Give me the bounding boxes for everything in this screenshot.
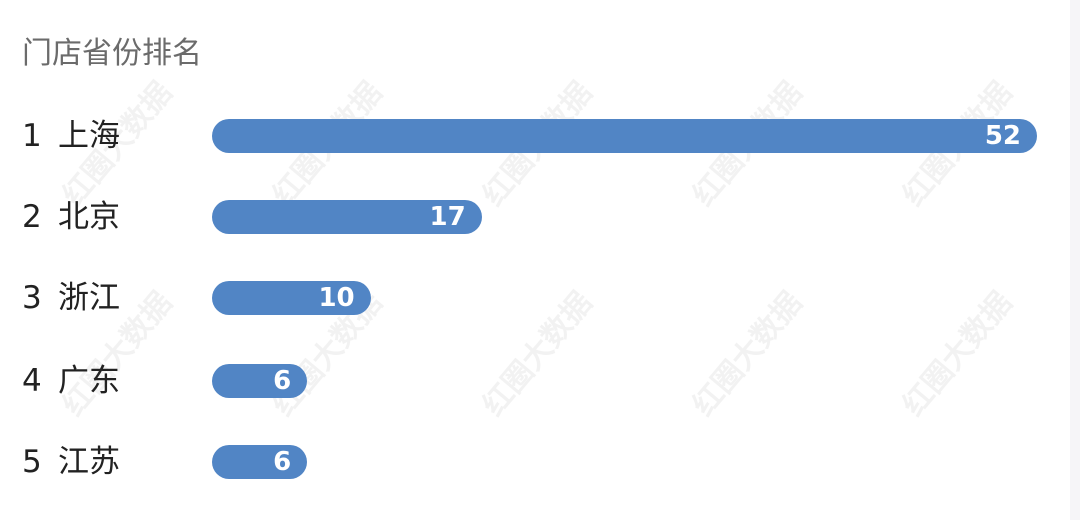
chart-title: 门店省份排名 xyxy=(22,36,202,71)
category-name: 北京 xyxy=(58,199,120,235)
data-label: 17 xyxy=(429,202,466,232)
category-name: 浙江 xyxy=(58,280,120,316)
bar-row: 1 上海 52 xyxy=(0,116,1070,156)
bar-row: 4 广东 6 xyxy=(0,361,1070,401)
data-label: 10 xyxy=(318,283,355,313)
rank-number: 4 xyxy=(22,363,42,399)
bar: 6 xyxy=(212,364,308,398)
rank-number: 3 xyxy=(22,280,42,316)
bar-row: 2 北京 17 xyxy=(0,197,1070,237)
bar: 52 xyxy=(212,119,1037,153)
category-label: 3 浙江 xyxy=(22,278,120,318)
category-label: 5 江苏 xyxy=(22,442,120,482)
category-name: 广东 xyxy=(58,363,120,399)
category-name: 江苏 xyxy=(58,444,120,480)
category-name: 上海 xyxy=(58,118,120,154)
category-label: 2 北京 xyxy=(22,197,120,237)
rank-number: 1 xyxy=(22,118,42,154)
data-label: 6 xyxy=(273,447,292,477)
bar-row: 3 浙江 10 xyxy=(0,278,1070,318)
bar: 10 xyxy=(212,281,371,315)
data-label: 52 xyxy=(984,121,1021,151)
data-label: 6 xyxy=(273,366,292,396)
rank-number: 2 xyxy=(22,199,42,235)
category-label: 1 上海 xyxy=(22,116,120,156)
bar: 6 xyxy=(212,445,308,479)
bar: 17 xyxy=(212,200,482,234)
category-label: 4 广东 xyxy=(22,361,120,401)
rank-number: 5 xyxy=(22,444,42,480)
panel-edge xyxy=(1070,0,1080,520)
bar-row: 5 江苏 6 xyxy=(0,442,1070,482)
